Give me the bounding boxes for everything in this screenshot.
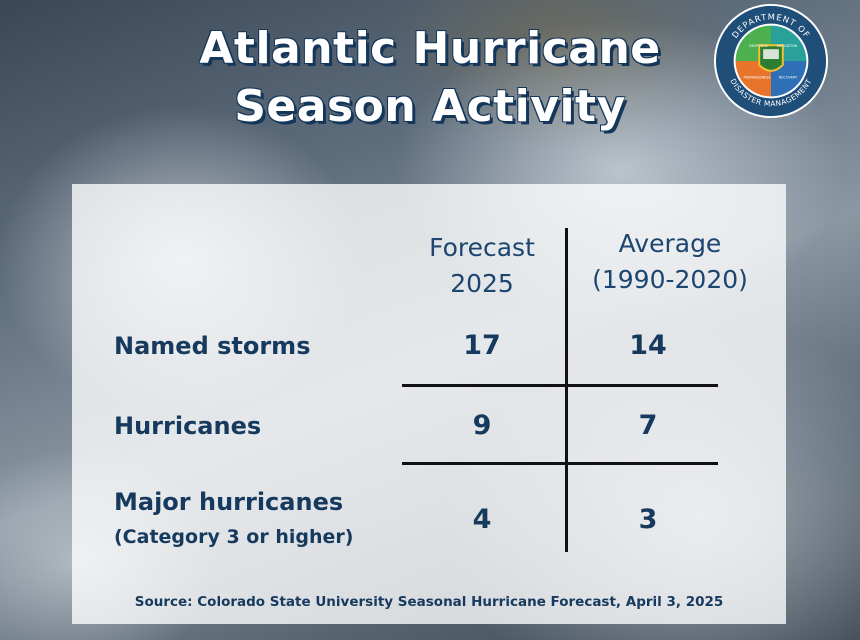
- column-header-average: Average (1990-2020): [572, 226, 768, 298]
- row-label-major-hurricanes: Major hurricanes: [114, 488, 344, 516]
- table-vertical-divider: [565, 228, 568, 552]
- column-header-forecast-line2: 2025: [450, 269, 514, 298]
- column-header-forecast-line1: Forecast: [429, 233, 535, 262]
- department-logo: DEPARTMENT OF DISASTER MANAGEMENT RESPON…: [713, 3, 829, 119]
- logo-quadrant-mitigation: MITIGATION: [777, 44, 798, 48]
- column-header-average-line1: Average: [618, 229, 722, 258]
- row-sublabel-major-hurricanes: (Category 3 or higher): [114, 526, 354, 548]
- row-label-hurricanes: Hurricanes: [114, 412, 262, 440]
- title-line-2: Season Activity: [234, 81, 626, 132]
- table-row-divider-2: [402, 462, 718, 465]
- activity-table-panel: Forecast 2025 Average (1990-2020) Named …: [72, 184, 786, 624]
- table-row-divider-1: [402, 384, 718, 387]
- logo-quadrant-response: RESPONSE: [749, 44, 767, 48]
- value-named-storms-forecast: 17: [463, 330, 501, 361]
- title-line-1: Atlantic Hurricane: [199, 23, 661, 74]
- value-hurricanes-forecast: 9: [472, 410, 492, 441]
- value-major-hurricanes-average: 3: [638, 504, 658, 535]
- row-label-named-storms: Named storms: [114, 332, 311, 360]
- logo-quadrant-preparedness: PREPAREDNESS: [743, 76, 770, 80]
- column-header-average-line2: (1990-2020): [592, 265, 748, 294]
- column-header-forecast: Forecast 2025: [402, 230, 562, 302]
- page-title: Atlantic Hurricane Season Activity: [0, 20, 860, 136]
- source-citation: Source: Colorado State University Season…: [134, 594, 724, 610]
- value-hurricanes-average: 7: [638, 410, 658, 441]
- value-major-hurricanes-forecast: 4: [472, 504, 492, 535]
- logo-quadrant-recovery: RECOVERY: [779, 76, 798, 80]
- value-named-storms-average: 14: [629, 330, 667, 361]
